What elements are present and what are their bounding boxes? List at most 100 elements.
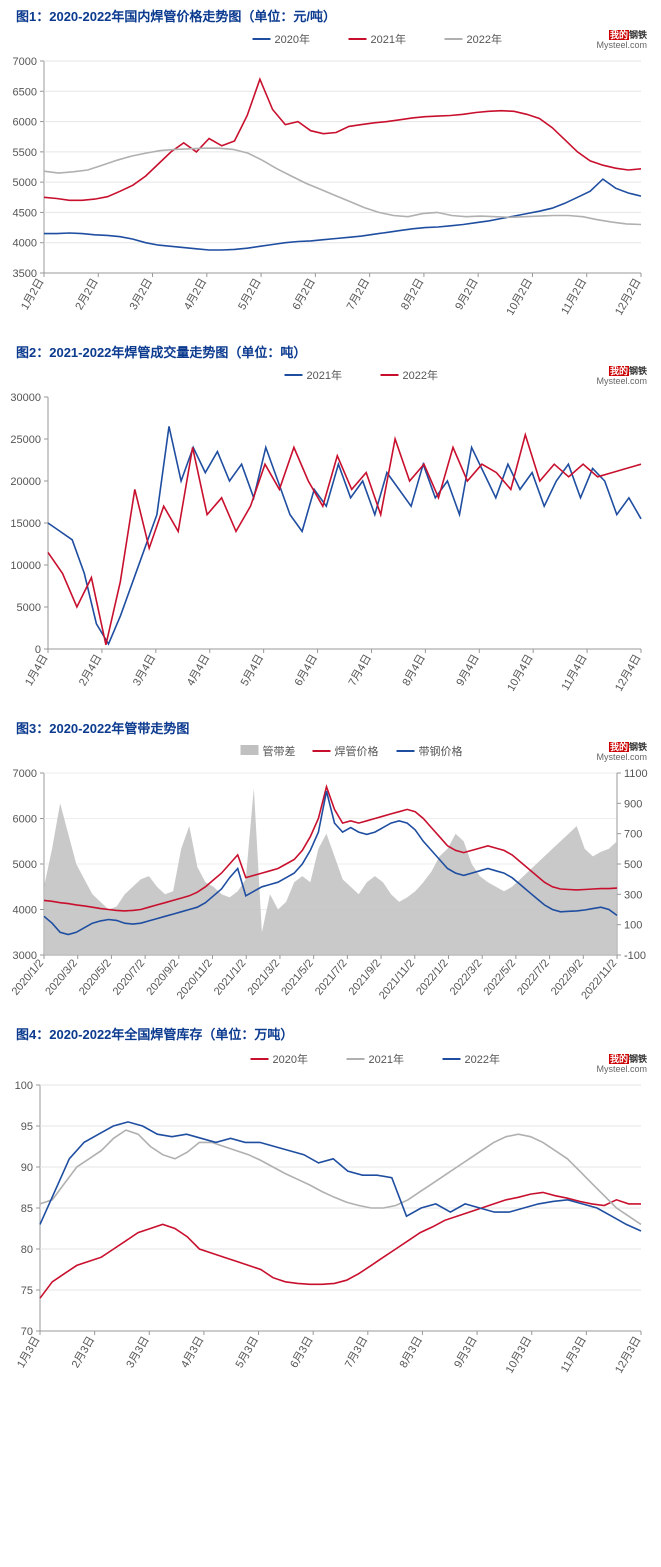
svg-text:2月3日: 2月3日 [70, 1335, 98, 1371]
svg-text:30000: 30000 [10, 392, 41, 404]
svg-text:100: 100 [624, 920, 642, 932]
svg-text:6月3日: 6月3日 [288, 1335, 316, 1371]
fig1-svg: 350040004500500055006000650070001月2日2月2日… [0, 27, 661, 335]
mysteel-logo: 我的钢铁Mysteel.com [596, 1054, 647, 1074]
svg-text:6000: 6000 [13, 117, 37, 129]
svg-text:900: 900 [624, 798, 642, 810]
svg-text:75: 75 [21, 1285, 33, 1297]
svg-text:3500: 3500 [13, 268, 37, 280]
mysteel-logo: 我的钢铁Mysteel.com [596, 742, 647, 762]
svg-text:6000: 6000 [13, 814, 37, 826]
svg-text:5500: 5500 [13, 147, 37, 159]
fig4-legend: 2020年 2021年 2022年 [251, 1052, 500, 1066]
svg-text:10000: 10000 [10, 560, 41, 572]
svg-text:2022/7/2: 2022/7/2 [515, 957, 552, 998]
svg-text:12月2日: 12月2日 [613, 277, 644, 318]
svg-text:管带差: 管带差 [263, 744, 296, 758]
fig2-title: 图2：2021-2022年焊管成交量走势图（单位：吨） [16, 342, 661, 361]
svg-text:6500: 6500 [13, 86, 37, 98]
series-2022年 [44, 148, 641, 224]
svg-text:2020/7/2: 2020/7/2 [111, 957, 148, 998]
svg-text:9月4日: 9月4日 [454, 653, 482, 689]
svg-text:2022/1/2: 2022/1/2 [414, 957, 451, 998]
x-axis: 1月2日2月2日3月2日4月2日5月2日6月2日7月2日8月2日9月2日10月2… [19, 273, 644, 317]
svg-text:4月4日: 4月4日 [185, 653, 213, 689]
svg-text:2020/11/2: 2020/11/2 [175, 957, 215, 1002]
y-axis: 707580859095100 [15, 1080, 40, 1338]
svg-text:5月3日: 5月3日 [234, 1335, 262, 1371]
series-2022年 [40, 1122, 641, 1231]
svg-text:10月2日: 10月2日 [504, 277, 535, 318]
fig4: 图4：2020-2022年全国焊管库存（单位：万吨） 我的钢铁Mysteel.co… [0, 1024, 661, 1394]
svg-text:5000: 5000 [13, 859, 37, 871]
svg-text:2021/5/2: 2021/5/2 [279, 957, 316, 998]
svg-text:1100: 1100 [624, 768, 648, 780]
svg-text:2022年: 2022年 [403, 368, 438, 382]
svg-text:11月2日: 11月2日 [559, 277, 589, 317]
svg-text:12月3日: 12月3日 [613, 1335, 644, 1376]
y-axis: 30004000500060007000 [13, 768, 44, 962]
series-2021年 [40, 1130, 641, 1224]
svg-text:85: 85 [21, 1203, 33, 1215]
svg-text:700: 700 [624, 829, 642, 841]
svg-text:2022/5/2: 2022/5/2 [481, 957, 518, 998]
svg-text:1月3日: 1月3日 [15, 1335, 43, 1371]
svg-text:5月2日: 5月2日 [236, 277, 264, 313]
svg-text:500: 500 [624, 859, 642, 871]
svg-text:95: 95 [21, 1121, 33, 1133]
x-axis: 2020/1/22020/3/22020/5/22020/7/22020/9/2… [10, 955, 620, 1002]
svg-text:300: 300 [624, 889, 642, 901]
svg-text:2021/7/2: 2021/7/2 [313, 957, 350, 998]
series-2021年 [48, 426, 641, 644]
svg-text:7月2日: 7月2日 [345, 277, 373, 313]
svg-text:9月3日: 9月3日 [452, 1335, 480, 1371]
svg-text:4000: 4000 [13, 905, 37, 917]
svg-text:8月4日: 8月4日 [400, 653, 428, 689]
svg-text:15000: 15000 [10, 518, 41, 530]
svg-text:3月3日: 3月3日 [124, 1335, 152, 1371]
svg-text:2021/11/2: 2021/11/2 [377, 957, 417, 1002]
svg-text:80: 80 [21, 1244, 33, 1256]
fig4-title: 图4：2020-2022年全国焊管库存（单位：万吨） [16, 1024, 661, 1043]
fig2-legend: 2021年2022年 [285, 368, 438, 382]
svg-text:2022年: 2022年 [467, 32, 502, 46]
svg-text:6月4日: 6月4日 [293, 653, 321, 689]
svg-text:11月4日: 11月4日 [560, 653, 590, 693]
svg-text:焊管价格: 焊管价格 [335, 744, 379, 758]
svg-text:4月2日: 4月2日 [182, 277, 210, 313]
svg-text:5月4日: 5月4日 [239, 653, 267, 689]
svg-text:2021/3/2: 2021/3/2 [246, 957, 283, 998]
svg-text:2021年: 2021年 [369, 1052, 404, 1066]
svg-text:11月3日: 11月3日 [559, 1335, 589, 1375]
y-axis: 35004000450050005500600065007000 [13, 56, 44, 280]
svg-text:2020年: 2020年 [273, 1052, 308, 1066]
svg-text:10月3日: 10月3日 [504, 1335, 535, 1376]
svg-text:2020/3/2: 2020/3/2 [43, 957, 80, 998]
svg-text:6月2日: 6月2日 [290, 277, 318, 313]
svg-text:20000: 20000 [10, 476, 41, 488]
svg-text:90: 90 [21, 1162, 33, 1174]
y-axis: 050001000015000200002500030000 [10, 392, 48, 656]
svg-text:2020/5/2: 2020/5/2 [77, 957, 114, 998]
svg-text:-100: -100 [624, 950, 646, 962]
fig3-legend: 管带差 焊管价格 带钢价格 [241, 744, 463, 758]
svg-text:8月3日: 8月3日 [398, 1335, 426, 1371]
svg-text:3月2日: 3月2日 [128, 277, 156, 313]
svg-text:带钢价格: 带钢价格 [419, 744, 463, 758]
svg-text:10月4日: 10月4日 [505, 653, 536, 694]
svg-text:2022年: 2022年 [465, 1052, 500, 1066]
svg-text:2月2日: 2月2日 [73, 277, 101, 313]
svg-text:5000: 5000 [13, 177, 37, 189]
svg-text:7月4日: 7月4日 [347, 653, 375, 689]
fig2: 图2：2021-2022年焊管成交量走势图（单位：吨） 我的钢铁Mysteel.c… [0, 342, 661, 712]
svg-text:4500: 4500 [13, 207, 37, 219]
mysteel-logo: 我的钢铁Mysteel.com [596, 366, 647, 386]
svg-text:5000: 5000 [17, 602, 41, 614]
svg-text:7月3日: 7月3日 [343, 1335, 371, 1371]
svg-text:2020/1/2: 2020/1/2 [10, 957, 47, 998]
x-axis: 1月3日2月3日3月3日4月3日5月3日6月3日7月3日8月3日9月3日10月3… [15, 1331, 644, 1375]
svg-text:1月2日: 1月2日 [19, 277, 47, 313]
fig3-title: 图3：2020-2022年管带走势图 [16, 718, 661, 737]
fig1-title: 图1：2020-2022年国内焊管价格走势图（单位：元/吨） [16, 6, 661, 25]
fig3: 图3：2020-2022年管带走势图我的钢铁Mysteel.com3000400… [0, 718, 661, 1018]
